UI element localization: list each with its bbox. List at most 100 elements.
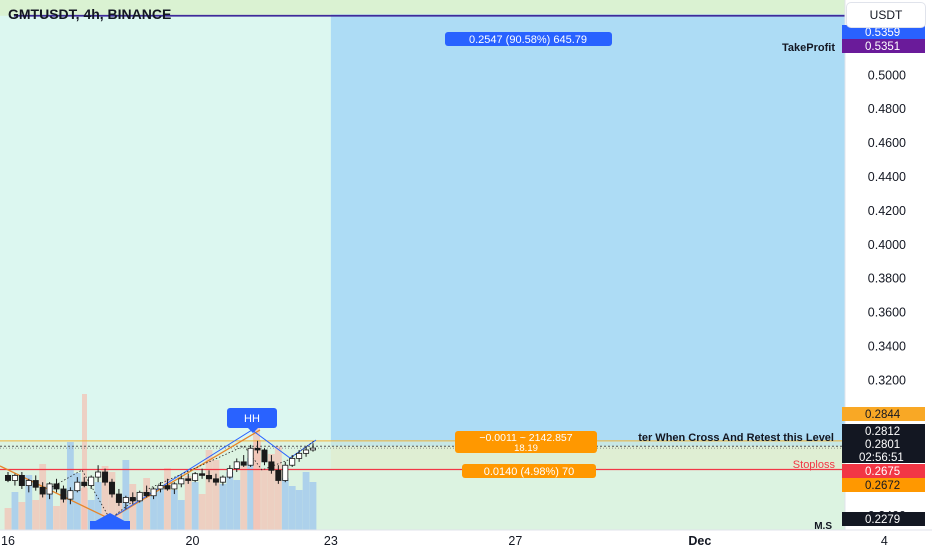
candle[interactable] [282,464,289,481]
candle[interactable] [108,481,115,495]
volume-bar [82,394,87,530]
target-label: 0.2547 (90.58%) 645.79 [469,34,587,46]
candle[interactable] [206,475,213,480]
candle[interactable] [150,488,157,497]
volume-bar [219,484,227,530]
price-tick-label: 0.3400 [868,340,906,354]
price-tag [842,39,925,53]
price-tick-label: 0.4000 [868,238,906,252]
candle[interactable] [157,485,164,490]
price-tag-label: 0.5351 [865,41,900,53]
center-label: −0.0011 ~ 2142.857 [479,432,572,444]
volume-bar [46,486,53,530]
candle[interactable] [81,481,88,486]
currency-button[interactable]: USDT [847,3,925,27]
price-tick-label: 0.3800 [868,272,906,286]
candle[interactable] [268,461,275,471]
time-axis[interactable]: 16 20 23 27 Dec 4 [0,529,932,550]
volume-bar [309,482,317,530]
volume-bar [129,484,137,530]
candle[interactable] [115,493,122,503]
candle[interactable] [219,476,226,483]
candle[interactable] [212,478,219,483]
price-tick-label: 0.4400 [868,170,906,184]
candle[interactable] [39,486,46,495]
volume-bar [274,446,282,530]
candle[interactable] [74,481,81,492]
candle[interactable] [233,461,240,470]
candle[interactable] [25,480,32,486]
ms-label: M.S [814,521,832,532]
volume-bar [73,473,81,530]
candle[interactable] [289,458,296,466]
candle[interactable] [296,452,303,459]
candle[interactable] [95,471,102,478]
ll-marker-base [90,521,130,530]
candle[interactable] [192,473,199,481]
candle[interactable] [247,447,254,466]
time-axis-bg [0,530,932,550]
price-axis[interactable]: 0.52000.50000.48000.46000.44000.42000.40… [842,0,932,550]
price-tag-label: 0.2672 [865,480,900,492]
candle[interactable] [5,475,11,481]
time-tick-label: 4 [881,534,888,548]
time-tick-label: 27 [508,534,522,548]
volume-bar [101,466,109,530]
volume-bar [233,480,241,530]
candle[interactable] [53,483,60,490]
volume-bar [268,454,275,530]
price-tag [842,25,925,39]
price-tick-label: 0.4600 [868,136,906,150]
candle[interactable] [67,490,74,500]
candle[interactable] [18,475,25,486]
candle[interactable] [46,483,53,495]
candle[interactable] [226,468,233,478]
price-tick-label: 0.4200 [868,204,906,218]
volume-bar [164,468,171,530]
candle[interactable] [199,473,206,476]
candle[interactable] [143,491,150,497]
candle[interactable] [164,485,171,490]
volume-bar [212,460,220,530]
top-band [0,0,845,16]
hh-marker [227,408,277,428]
candle[interactable] [303,449,310,454]
stoploss-label: Stoploss [793,459,836,471]
candle[interactable] [240,461,247,466]
volume-bar [170,490,178,530]
candle[interactable] [261,449,268,463]
price-tag-label: 0.2844 [865,409,901,421]
volume-bar [11,492,19,530]
candle[interactable] [309,447,316,451]
profit-zone [330,14,862,447]
candle[interactable] [60,488,67,500]
price-tag [842,437,925,463]
center-label-box [455,431,597,453]
volume-bar [184,476,192,530]
volume-bar [18,502,26,530]
volume-bar [240,466,248,530]
candle[interactable] [136,491,143,502]
candle[interactable] [32,480,39,488]
chart-labels: HH 0.2547 (90.58%) 645.79 −0.0011 ~ 2142.8… [90,32,835,532]
price-tick-label: 0.3200 [868,373,906,387]
candle[interactable] [254,447,261,451]
volume-bar [60,494,67,530]
candle[interactable] [122,497,129,503]
candle[interactable] [185,478,192,481]
volume-bar [261,470,268,530]
entry-level-label: ter When Cross And Retest this Level [638,432,834,444]
candle[interactable] [129,497,136,502]
candle[interactable] [88,476,95,486]
volume-bar [25,475,33,530]
volume-bar [150,492,157,530]
time-tick-label: Dec [688,534,711,548]
volume-bar [108,472,116,530]
candle[interactable] [178,478,185,485]
candle[interactable] [171,483,178,490]
candle[interactable] [11,475,18,481]
candle[interactable] [102,471,109,483]
candle[interactable] [275,469,282,481]
candles[interactable] [5,440,316,510]
